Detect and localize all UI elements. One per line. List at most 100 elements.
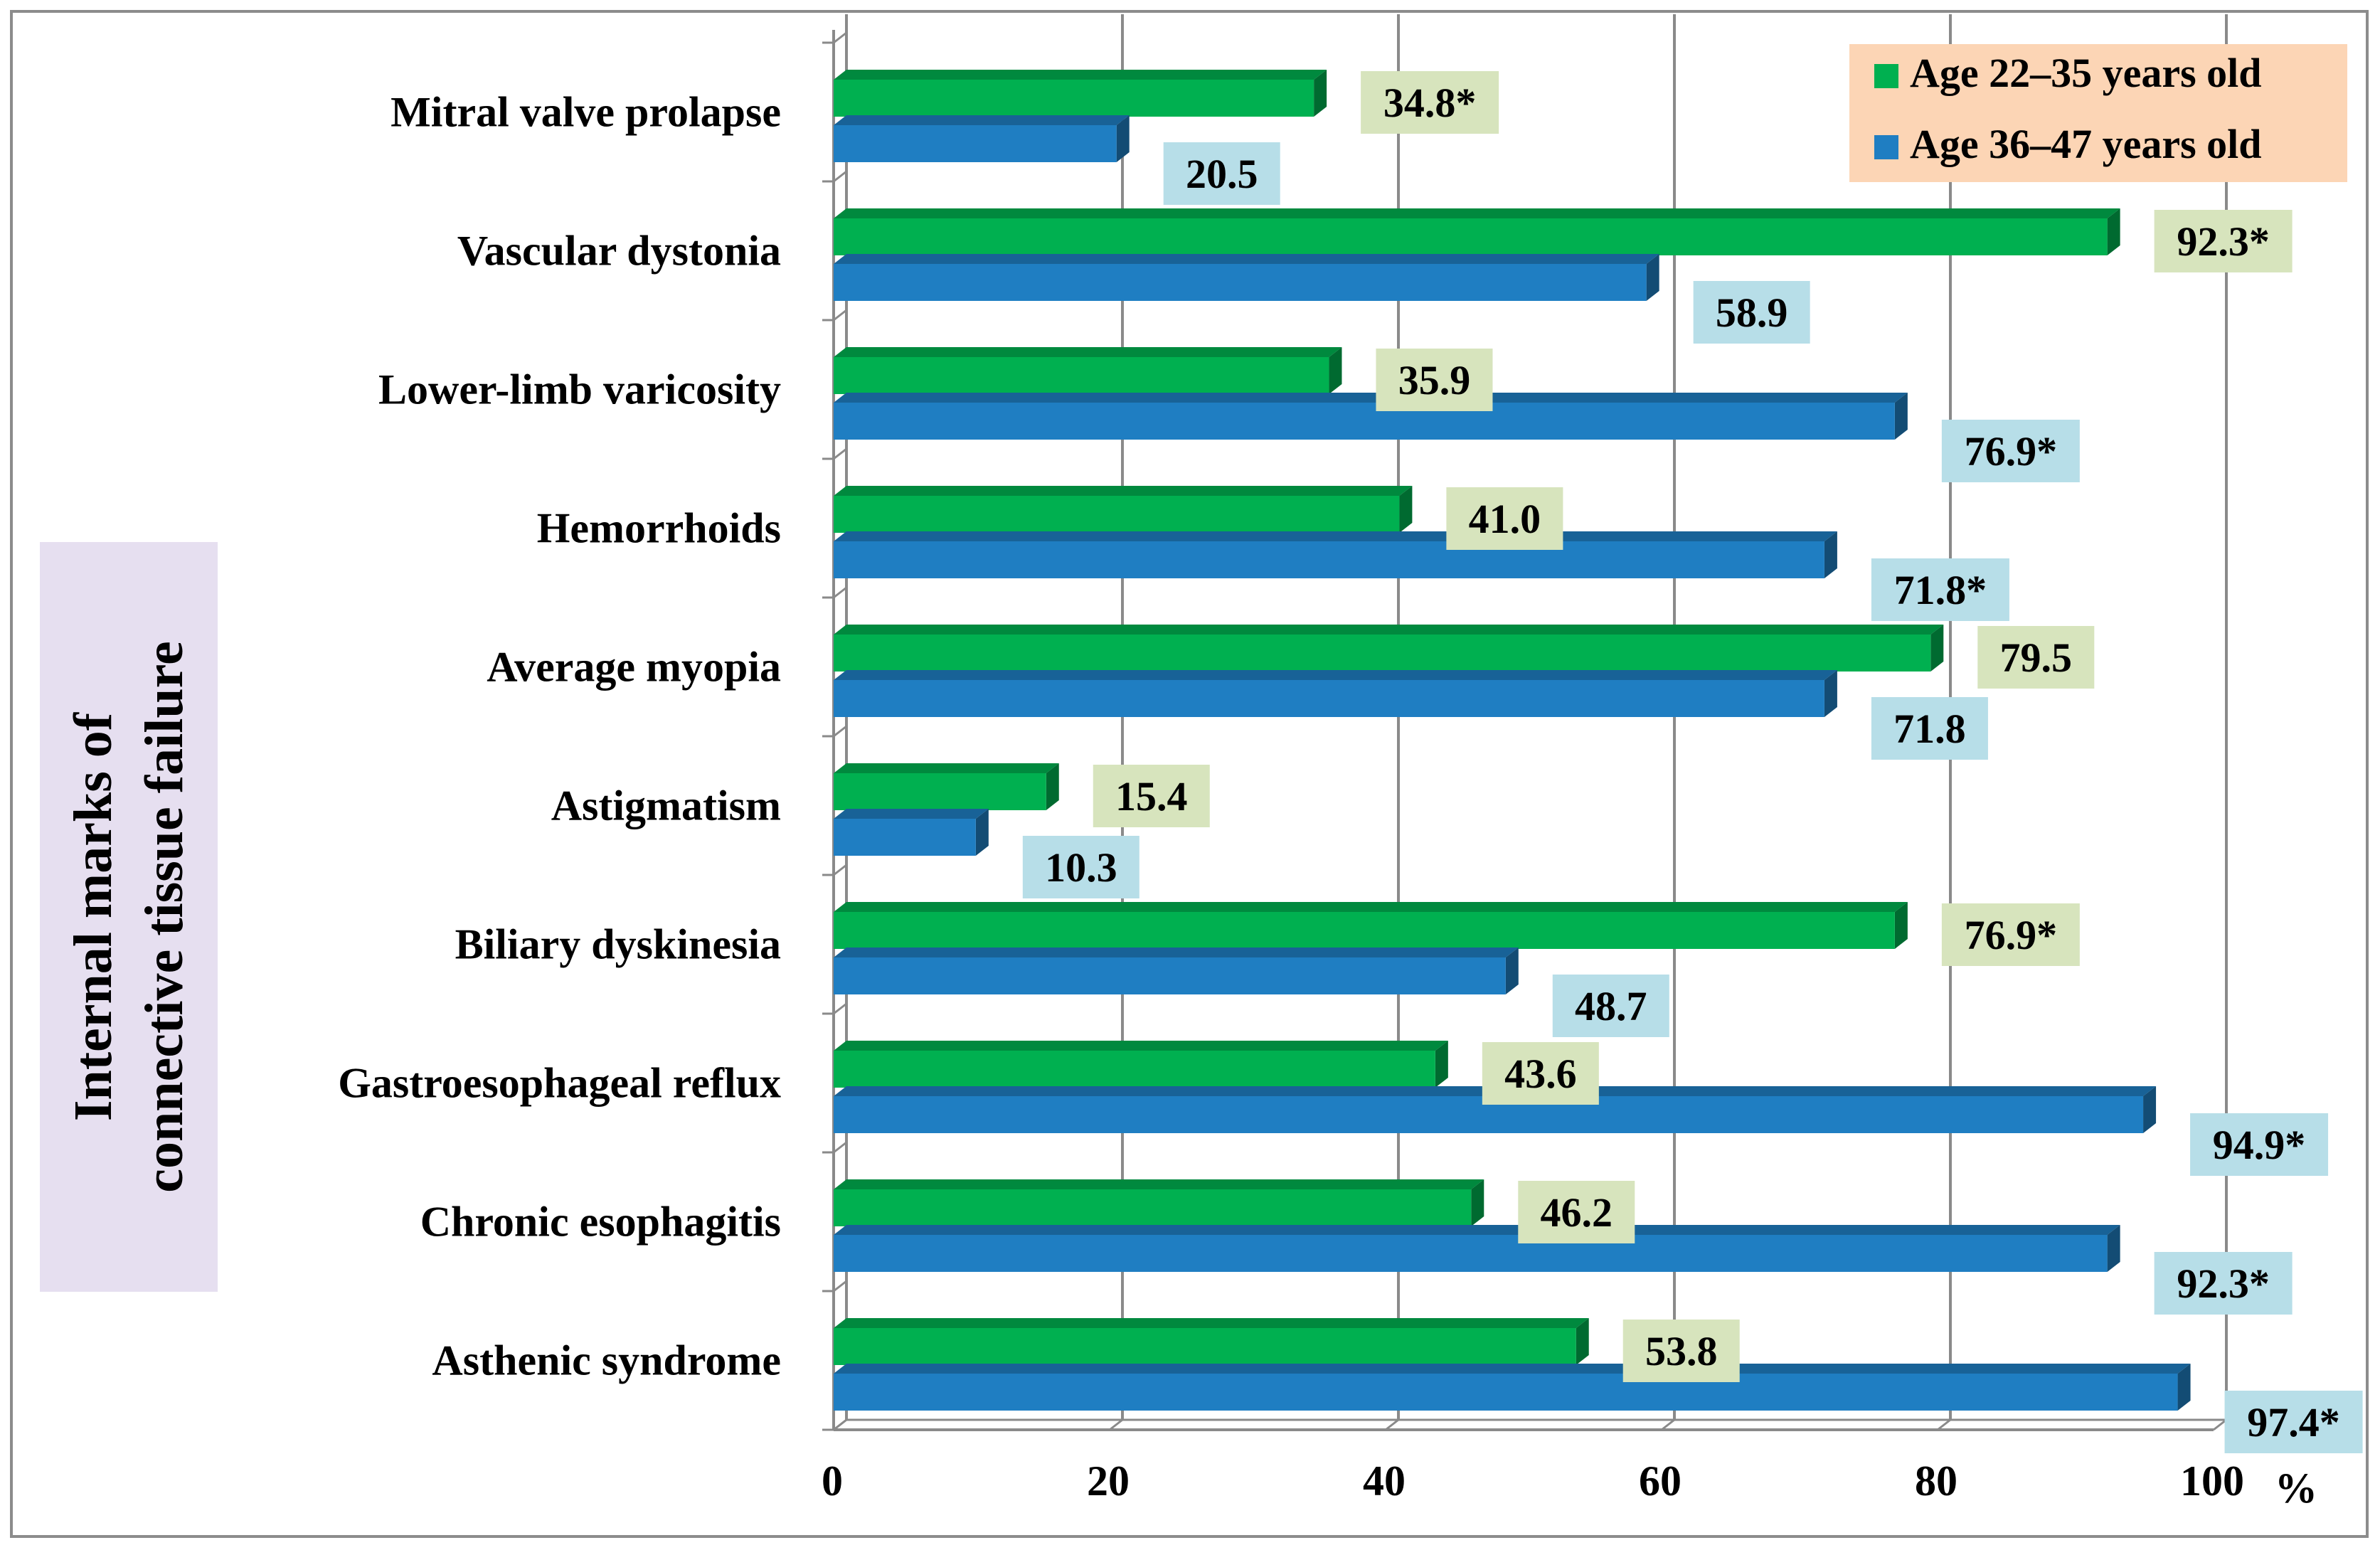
y-depth-tick: [833, 309, 847, 322]
x-tick-label: 0: [822, 1458, 843, 1504]
bar-front: [834, 80, 1314, 117]
bar-top: [834, 347, 1342, 357]
data-label-text: 79.5: [2000, 635, 2073, 681]
bar-front: [834, 218, 2108, 255]
bar-front: [834, 125, 1117, 162]
floor-tick-60: [1661, 1418, 1675, 1431]
data-label-text: 76.9*: [1965, 912, 2058, 958]
bar-top: [834, 254, 1659, 264]
data-label-series2: 97.4*: [2224, 1391, 2363, 1453]
data-label-box: [1871, 697, 1988, 760]
data-label-text: 94.9*: [2213, 1122, 2306, 1168]
data-label-series1: 79.5: [1977, 626, 2095, 689]
data-label-box: [2154, 210, 2293, 272]
data-label-text: 43.6: [1504, 1051, 1577, 1097]
category-label: Lower-limb varicosity: [378, 366, 781, 413]
data-label-text: 92.3*: [2177, 1260, 2270, 1307]
bar-front: [834, 680, 1824, 717]
bar-front: [834, 912, 1895, 949]
data-label-series2: 71.8: [1871, 697, 1988, 760]
data-label-series1: 15.4: [1093, 765, 1210, 827]
data-label-box: [1163, 142, 1280, 205]
bar-top: [834, 70, 1327, 80]
data-label-series1: 43.6: [1482, 1042, 1599, 1105]
bar-top: [834, 947, 1519, 957]
bar-top: [834, 1179, 1484, 1189]
data-label-series2: 10.3: [1022, 836, 1139, 898]
bar-series1: [834, 347, 1342, 394]
bar-end: [1930, 625, 1944, 672]
legend-box: [1849, 44, 2347, 182]
x-tick-label: 20: [1087, 1458, 1130, 1504]
data-label-text: 92.3*: [2177, 218, 2270, 265]
floor-tick-80: [1937, 1418, 1951, 1431]
data-label-series1: 46.2: [1518, 1181, 1635, 1243]
bar-end: [1329, 347, 1342, 394]
bar-top: [834, 625, 1944, 635]
data-label-series2: 58.9: [1693, 281, 1810, 344]
bar-end: [1046, 763, 1059, 810]
data-label-text: 71.8*: [1894, 567, 1987, 613]
data-label-text: 34.8*: [1383, 80, 1477, 126]
data-label-text: 53.8: [1645, 1328, 1718, 1374]
bar-series2: [834, 393, 1908, 440]
data-label-box: [1941, 903, 2080, 966]
legend-label: Age 22–35 years old: [1910, 50, 2262, 96]
data-label-box: [1871, 558, 2009, 621]
x-tick-label: 40: [1363, 1458, 1406, 1504]
category-label: Asthenic syndrome: [432, 1337, 781, 1384]
x-tick-label: 100: [2180, 1458, 2244, 1504]
bar-front: [834, 541, 1824, 578]
bar-front: [834, 264, 1647, 301]
floor-tick-40: [1385, 1418, 1399, 1431]
bar-top: [834, 208, 2120, 218]
data-label-series1: 53.8: [1622, 1320, 1740, 1382]
bar-end: [2177, 1364, 2191, 1411]
data-label-box: [1022, 836, 1139, 898]
bar-top: [834, 670, 1837, 680]
data-label-series1: 41.0: [1446, 487, 1563, 550]
data-label-box: [2190, 1113, 2329, 1176]
x-unit-label: %: [2275, 1465, 2317, 1512]
data-label-series1: 92.3*: [2154, 210, 2293, 272]
bar-series1: [834, 1041, 1448, 1088]
bar-front: [834, 819, 976, 856]
bar-end: [2107, 1225, 2120, 1272]
data-label-text: 20.5: [1186, 151, 1258, 197]
y-depth-tick: [833, 725, 847, 738]
legend: Age 22–35 years old Age 36–47 years old: [1849, 44, 2347, 182]
bar-top: [834, 115, 1130, 125]
bar-end: [1399, 486, 1413, 533]
category-label: Vascular dystonia: [457, 228, 781, 275]
bar-front: [834, 1051, 1435, 1088]
bar-series1: [834, 763, 1059, 810]
floor-tick-100: [2213, 1418, 2227, 1431]
bar-end: [1505, 947, 1519, 994]
bar-end: [1576, 1318, 1589, 1365]
bar-series1: [834, 625, 1944, 672]
bar-series1: [834, 902, 1908, 949]
bar-series1: [834, 1179, 1484, 1226]
data-label-series2: 71.8*: [1871, 558, 2009, 621]
data-label-box: [1376, 349, 1493, 411]
category-label: Astigmatism: [551, 782, 781, 829]
bar-series1: [834, 208, 2120, 255]
data-label-text: 71.8: [1893, 706, 1966, 752]
floor-tick-20: [1109, 1418, 1123, 1431]
bar-end: [2107, 208, 2120, 255]
y-axis-title-box: [40, 542, 218, 1292]
y-depth-tick: [833, 586, 847, 599]
bar-top: [834, 393, 1908, 403]
data-label-text: 35.9: [1398, 357, 1471, 403]
bar-end: [1116, 115, 1130, 162]
bar-front: [834, 1189, 1472, 1226]
data-label-text: 10.3: [1045, 844, 1117, 891]
data-label-box: [1622, 1320, 1740, 1382]
data-label-series1: 34.8*: [1361, 71, 1499, 134]
bar-end: [1471, 1179, 1484, 1226]
data-label-text: 48.7: [1575, 983, 1647, 1029]
data-label-text: 97.4*: [2247, 1399, 2340, 1445]
y-axis-title-line2: connective tissue failure: [134, 641, 194, 1192]
bar-series2: [834, 531, 1837, 578]
